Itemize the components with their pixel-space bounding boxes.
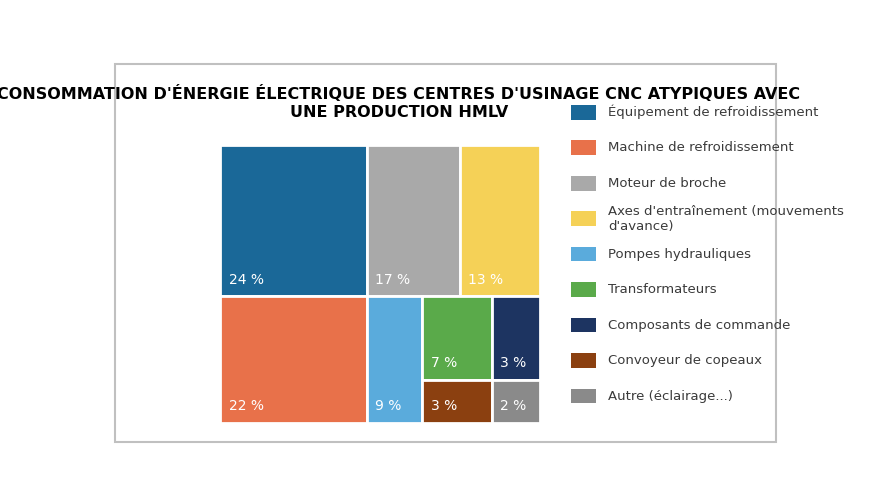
- Text: 7 %: 7 %: [430, 356, 456, 370]
- Bar: [570, 105, 595, 120]
- Text: 3 %: 3 %: [430, 399, 456, 413]
- Bar: [491, 380, 540, 423]
- Text: 9 %: 9 %: [375, 399, 401, 413]
- Bar: [570, 318, 595, 333]
- Bar: [421, 297, 491, 380]
- Bar: [570, 389, 595, 403]
- Bar: [421, 380, 491, 423]
- Text: Axes d'entraînement (mouvements
d'avance): Axes d'entraînement (mouvements d'avance…: [607, 205, 843, 232]
- Bar: [570, 140, 595, 155]
- Text: 3 %: 3 %: [500, 356, 526, 370]
- Bar: [570, 247, 595, 262]
- Bar: [570, 283, 595, 297]
- Text: Moteur de broche: Moteur de broche: [607, 177, 726, 190]
- Text: Transformateurs: Transformateurs: [607, 283, 716, 296]
- Text: 13 %: 13 %: [468, 273, 503, 287]
- Text: 2 %: 2 %: [500, 399, 526, 413]
- Text: 22 %: 22 %: [229, 399, 263, 413]
- Text: CONSOMMATION D'ÉNERGIE ÉLECTRIQUE DES CENTRES D'USINAGE CNC ATYPIQUES AVEC
UNE P: CONSOMMATION D'ÉNERGIE ÉLECTRIQUE DES CE…: [0, 85, 799, 120]
- Text: 24 %: 24 %: [229, 273, 263, 287]
- Bar: [491, 297, 540, 380]
- Bar: [220, 145, 366, 297]
- Bar: [570, 353, 595, 368]
- Bar: [570, 211, 595, 226]
- Text: Pompes hydrauliques: Pompes hydrauliques: [607, 247, 751, 261]
- Bar: [459, 145, 540, 297]
- Text: Composants de commande: Composants de commande: [607, 319, 790, 332]
- Text: Convoyeur de copeaux: Convoyeur de copeaux: [607, 354, 761, 367]
- Bar: [366, 145, 459, 297]
- Text: Autre (éclairage...): Autre (éclairage...): [607, 390, 733, 403]
- Bar: [366, 297, 421, 423]
- Text: Équipement de refroidissement: Équipement de refroidissement: [607, 105, 818, 119]
- Text: 17 %: 17 %: [375, 273, 410, 287]
- Bar: [220, 297, 366, 423]
- Bar: [570, 176, 595, 190]
- Text: Machine de refroidissement: Machine de refroidissement: [607, 141, 793, 154]
